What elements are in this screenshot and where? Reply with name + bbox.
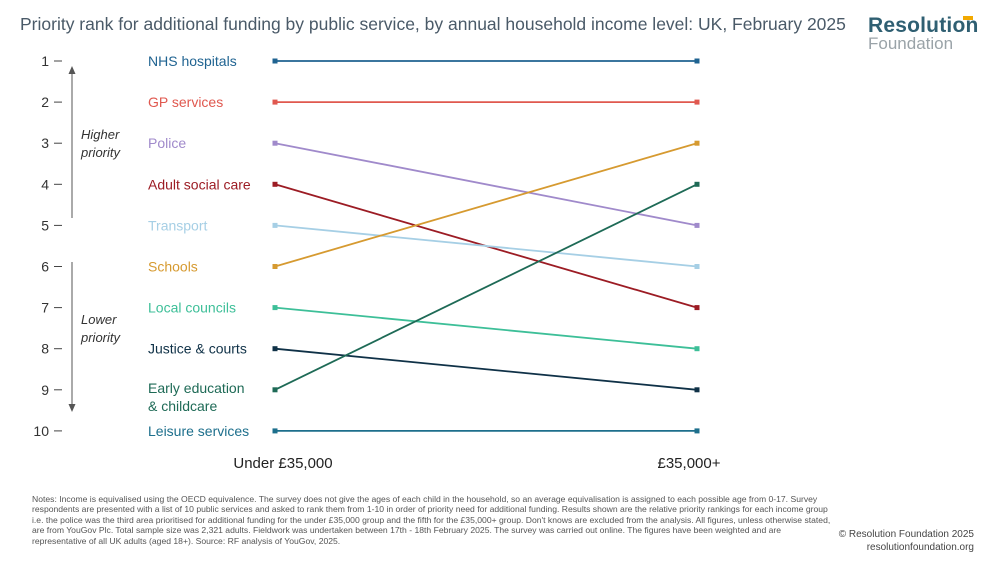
point-end-leisure-services <box>694 428 700 434</box>
series-line-justice-and-courts <box>274 347 698 391</box>
y-tick-label-7: 7 <box>41 300 49 316</box>
copyright-block: © Resolution Foundation 2025 resolutionf… <box>839 529 974 554</box>
point-end-early-education-and-childcare <box>694 181 700 187</box>
point-end-local-councils <box>694 346 700 352</box>
series-label-local-councils: Local councils <box>148 300 236 316</box>
y-tick-label-10: 10 <box>33 423 49 439</box>
y-tick-label-5: 5 <box>41 217 49 233</box>
series-label-adult-social-care: Adult social care <box>148 176 251 192</box>
point-start-nhs-hospitals <box>272 58 278 64</box>
series-line-local-councils <box>274 306 698 350</box>
point-end-transport <box>694 264 700 269</box>
y-tick-label-8: 8 <box>41 341 49 357</box>
lower-priority-label-line1: Lower <box>81 312 117 327</box>
chart-title: Priority rank for additional funding by … <box>20 14 846 34</box>
point-start-adult-social-care <box>272 181 278 187</box>
series-label-leisure-services: Leisure services <box>148 423 249 439</box>
series-label-nhs-hospitals: NHS hospitals <box>148 53 237 69</box>
y-tick-label-9: 9 <box>41 382 49 398</box>
y-tick-label-3: 3 <box>41 135 49 151</box>
series-line-transport <box>274 224 698 268</box>
x-tick-label-2: £35,000+ <box>658 455 721 472</box>
point-end-police <box>694 222 700 228</box>
point-end-nhs-hospitals <box>694 58 700 64</box>
copyright-text: © Resolution Foundation 2025 <box>838 529 974 540</box>
series-group: NHS hospitals GP services Police Adult soci… <box>148 53 700 439</box>
series-label-early-education-and-childcare: Early education & childcare <box>148 380 245 414</box>
series-label-transport: Transport <box>148 217 208 233</box>
series-line-schools <box>274 142 698 268</box>
y-tick-label-4: 4 <box>41 176 49 192</box>
point-end-schools <box>694 140 700 146</box>
y-tick-label-6: 6 <box>41 259 49 275</box>
point-start-leisure-services <box>272 428 278 434</box>
y-tick-label-1: 1 <box>41 53 49 69</box>
point-end-adult-social-care <box>694 305 700 311</box>
lower-priority-arrowhead <box>68 404 76 412</box>
series-line-early-education-and-childcare <box>274 183 698 391</box>
higher-priority-arrowhead <box>68 66 76 74</box>
higher-priority-label-line1: Higher <box>81 127 120 142</box>
x-axis-labels: Under £35,000 £35,000+ <box>233 455 720 472</box>
higher-priority-label-line2: priority <box>80 145 122 160</box>
series-label-justice-and-courts: Justice & courts <box>148 341 247 357</box>
lower-priority-label-line2: priority <box>80 330 122 345</box>
point-end-justice-and-courts <box>694 387 700 393</box>
point-start-transport <box>272 222 278 228</box>
website-url: resolutionfoundation.org <box>866 541 974 553</box>
logo-line-1: Resolution <box>868 14 979 37</box>
y-tick-label-2: 2 <box>41 94 49 110</box>
point-start-justice-and-courts <box>272 346 278 352</box>
logo-line-2: Foundation <box>868 37 954 51</box>
point-start-local-councils <box>272 305 278 311</box>
x-tick-label-1: Under £35,000 <box>233 455 332 472</box>
series-label-schools: Schools <box>148 259 198 275</box>
point-start-early-education-and-childcare <box>272 387 278 393</box>
point-end-gp-services <box>694 99 700 105</box>
priority-annotations: Higher priority Lower priority <box>68 66 122 412</box>
point-start-gp-services <box>272 99 278 105</box>
chart-notes: Notes: Income is equivalised using the O… <box>32 494 831 546</box>
y-axis-ticks: 1 2 3 4 5 6 7 8 9 10 <box>33 53 62 439</box>
resolution-foundation-logo: Resolution Foundation <box>868 14 988 52</box>
slope-chart: 1 2 3 4 5 6 7 8 9 10 Higher priority Lower priori… <box>33 53 720 472</box>
series-line-police <box>274 142 698 227</box>
point-start-police <box>272 140 278 146</box>
logo-accent-mark <box>963 16 973 20</box>
series-label-gp-services: GP services <box>148 94 223 110</box>
point-start-schools <box>272 264 278 269</box>
series-label-police: Police <box>148 135 186 151</box>
